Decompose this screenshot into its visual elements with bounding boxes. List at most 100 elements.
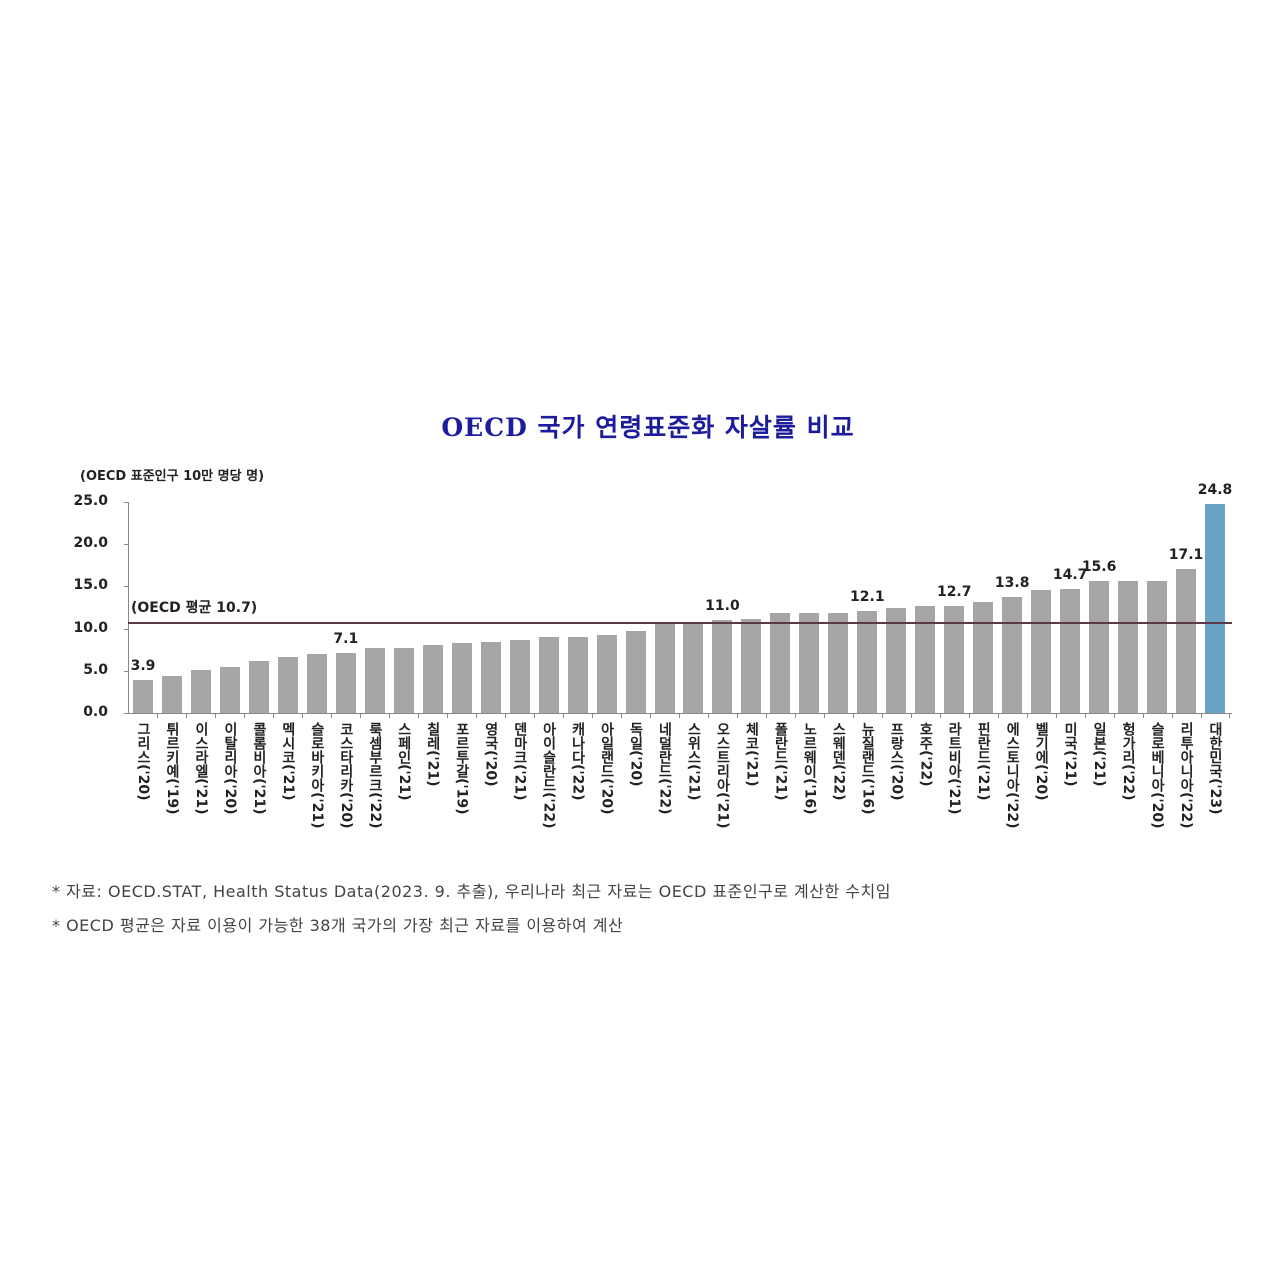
- x-tick-mark: [939, 713, 941, 718]
- bar: [248, 660, 269, 713]
- x-tick-label: 슬로베니아('20): [1149, 722, 1166, 829]
- x-tick-mark: [1084, 713, 1086, 718]
- x-tick-mark: [852, 713, 854, 718]
- bar: [741, 619, 762, 713]
- x-tick-label: 미국('21): [1062, 722, 1079, 787]
- y-tick-mark: [124, 586, 128, 588]
- bar: [1205, 503, 1225, 713]
- x-tick-mark: [592, 713, 594, 718]
- x-tick-mark: [447, 713, 449, 718]
- x-tick-label: 체코('21): [743, 722, 760, 787]
- x-tick-mark: [679, 713, 680, 718]
- bar: [509, 640, 530, 713]
- bar: [857, 610, 878, 713]
- x-tick-mark: [910, 713, 912, 718]
- x-tick-label: 독일('20): [627, 722, 644, 787]
- x-tick-mark: [273, 713, 275, 718]
- bar: [828, 613, 849, 713]
- bar: [335, 653, 356, 713]
- x-tick-label: 이탈리아('20): [221, 722, 238, 815]
- bar: [190, 669, 211, 713]
- x-tick-mark: [881, 713, 883, 718]
- x-tick-mark: [1200, 713, 1202, 718]
- y-tick-label: 15.0: [73, 577, 108, 594]
- x-tick-label: 네덜란드('22): [656, 722, 673, 815]
- bar: [1147, 581, 1168, 713]
- bar: [306, 653, 327, 713]
- y-tick-mark: [124, 502, 128, 503]
- x-tick-mark: [823, 713, 825, 718]
- bar: [625, 631, 646, 713]
- x-tick-label: 일본('21): [1091, 722, 1108, 787]
- chart-title: OECD 국가 연령표준화 자살률 비교: [441, 413, 855, 442]
- y-tick-label: 5.0: [83, 661, 108, 678]
- data-label: 13.8: [994, 574, 1030, 591]
- x-tick-mark: [331, 713, 333, 718]
- x-tick-label: 벨기에('20): [1033, 722, 1050, 801]
- x-tick-mark: [765, 713, 767, 718]
- x-tick-label: 영국('20): [482, 722, 499, 787]
- bar: [973, 601, 994, 713]
- bar: [1060, 588, 1081, 713]
- data-label: 12.1: [850, 588, 885, 605]
- x-tick-mark: [563, 713, 565, 718]
- x-tick-mark: [1055, 713, 1057, 718]
- x-tick-label: 스위스('21): [685, 722, 702, 801]
- x-tick-label: 라트비아('21): [946, 722, 963, 815]
- bar: [915, 605, 936, 713]
- x-tick-mark: [244, 713, 246, 718]
- x-tick-label: 덴마크('21): [511, 722, 528, 801]
- x-tick-label: 코스타리카('20): [337, 722, 354, 829]
- x-tick-label: 칠레('21): [424, 722, 441, 787]
- bar: [770, 613, 791, 713]
- bar: [567, 637, 588, 713]
- bar: [133, 680, 153, 713]
- bar: [1089, 581, 1110, 713]
- data-label: 15.6: [1081, 559, 1117, 576]
- y-tick-label: 10.0: [73, 619, 108, 636]
- bar: [1002, 596, 1023, 713]
- bar: [161, 675, 182, 713]
- data-label: 14.7: [1052, 566, 1088, 583]
- x-tick-mark: [534, 713, 536, 718]
- data-label: 11.0: [705, 598, 740, 615]
- x-tick-mark: [1229, 713, 1231, 718]
- x-tick-label: 핀란드('21): [975, 722, 992, 801]
- bar: [799, 613, 820, 713]
- data-label: 17.1: [1168, 546, 1204, 563]
- x-tick-label: 아이슬란드('22): [540, 722, 557, 829]
- bar: [219, 667, 240, 713]
- data-label: 24.8: [1197, 481, 1233, 498]
- x-tick-label: 콜롬비아('21): [250, 722, 267, 815]
- y-axis-unit-label: (OECD 표준인구 10만 명당 명): [80, 469, 265, 484]
- bar: [654, 624, 675, 713]
- y-tick-label: 0.0: [83, 704, 108, 720]
- bar: [538, 637, 559, 713]
- x-tick-mark: [621, 713, 623, 718]
- bar: [944, 605, 965, 713]
- x-tick-mark: [1142, 713, 1144, 718]
- x-tick-mark: [476, 713, 478, 718]
- y-tick-mark: [124, 670, 128, 672]
- x-tick-mark: [794, 713, 796, 718]
- bar: [886, 607, 907, 713]
- x-tick-mark: [707, 713, 709, 718]
- bar: [451, 642, 472, 713]
- bar: [596, 634, 617, 713]
- x-tick-mark: [1171, 713, 1173, 718]
- y-tick-mark: [124, 628, 128, 630]
- x-tick-label: 스페인('21): [395, 722, 412, 801]
- x-tick-label: 아일랜드('20): [598, 722, 615, 815]
- x-tick-label: 스웨덴('22): [830, 722, 847, 801]
- x-tick-label: 튀르키예('19): [163, 722, 180, 815]
- bar: [1118, 581, 1139, 713]
- bar: [1031, 589, 1052, 713]
- x-tick-mark: [1026, 713, 1028, 718]
- x-tick-mark: [360, 713, 362, 718]
- x-tick-label: 포르투갈('19): [453, 722, 470, 815]
- bar: [1176, 568, 1197, 713]
- x-tick-label: 뉴질랜드('16): [859, 722, 876, 815]
- bar: [393, 648, 414, 713]
- x-tick-label: 멕시코('21): [279, 722, 296, 801]
- x-tick-mark: [389, 713, 391, 718]
